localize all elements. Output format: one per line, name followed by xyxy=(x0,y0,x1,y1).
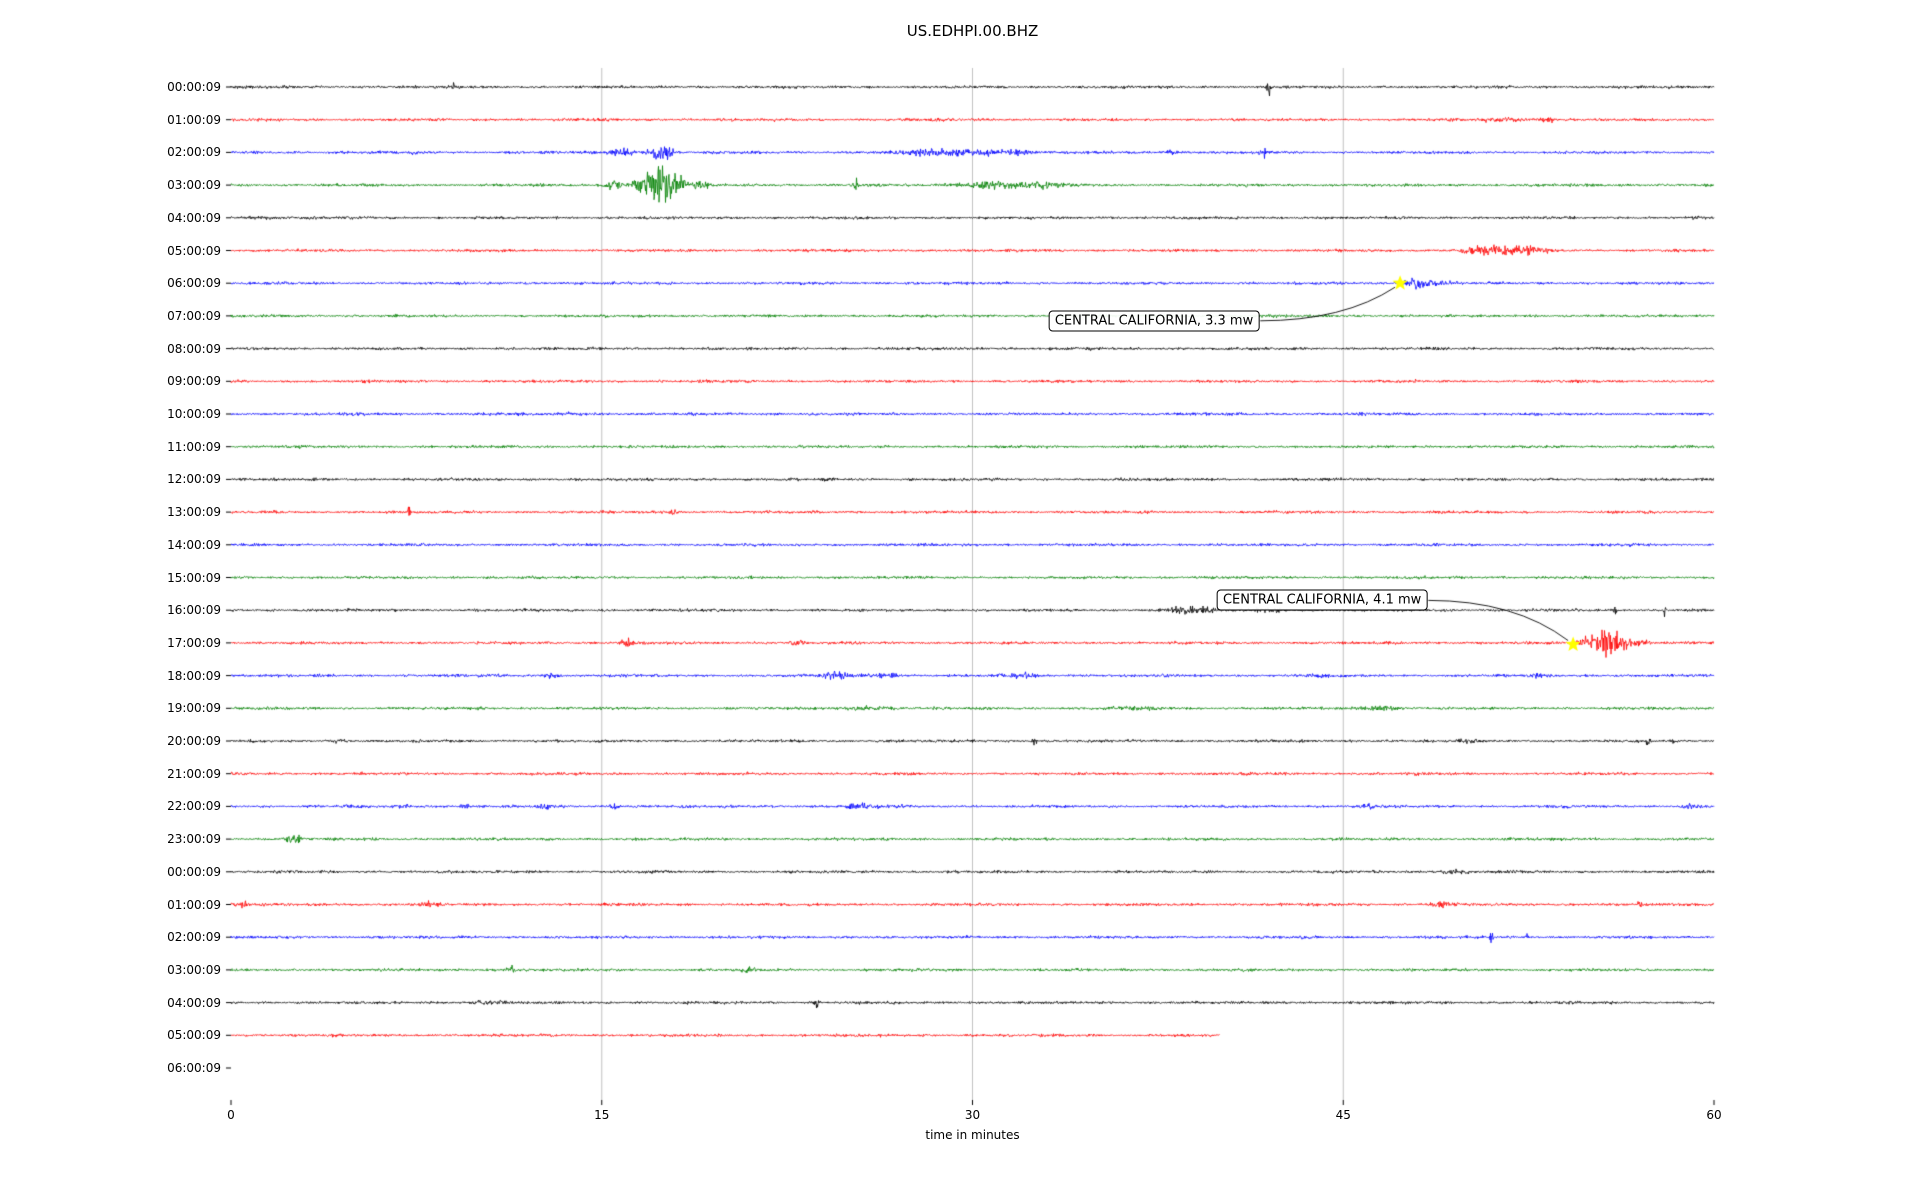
y-tick-label: 11:00:09 xyxy=(167,439,221,454)
y-tick-label: 12:00:09 xyxy=(167,472,221,487)
y-tick-label: 14:00:09 xyxy=(167,537,221,552)
y-tick-label: 03:00:09 xyxy=(167,962,221,977)
y-tick-label: 00:00:09 xyxy=(167,864,221,879)
annotation-box-event-1: CENTRAL CALIFORNIA, 3.3 mw xyxy=(1048,310,1260,332)
y-tick-label: 10:00:09 xyxy=(167,407,221,421)
y-tick-label: 04:00:09 xyxy=(167,995,221,1010)
y-tick-label: 20:00:09 xyxy=(167,734,221,748)
y-tick-label: 07:00:09 xyxy=(167,308,221,323)
y-tick-label: 02:00:09 xyxy=(167,930,221,945)
y-tick-label: 23:00:09 xyxy=(167,832,221,847)
y-tick-label: 05:00:09 xyxy=(167,243,221,258)
x-tick-label: 60 xyxy=(1706,1108,1722,1122)
y-tick-label: 08:00:09 xyxy=(167,341,221,356)
y-tick-label: 13:00:09 xyxy=(167,505,221,520)
x-axis-title: time in minutes xyxy=(925,1128,1020,1142)
x-tick-label: 15 xyxy=(594,1108,610,1122)
y-tick-label: 05:00:09 xyxy=(167,1028,221,1043)
y-tick-label: 09:00:09 xyxy=(167,374,221,389)
y-tick-label: 18:00:09 xyxy=(167,668,221,683)
y-tick-label: 00:00:09 xyxy=(167,80,221,94)
y-tick-label: 17:00:09 xyxy=(167,635,221,650)
y-tick-label: 16:00:09 xyxy=(167,603,221,618)
y-tick-label: 04:00:09 xyxy=(167,210,221,225)
x-tick-label: 45 xyxy=(1335,1108,1351,1122)
annotation-box-event-2: CENTRAL CALIFORNIA, 4.1 mw xyxy=(1216,589,1428,611)
y-tick-label: 01:00:09 xyxy=(167,897,221,912)
x-tick-label: 30 xyxy=(964,1108,981,1122)
y-tick-label: 02:00:09 xyxy=(167,145,221,160)
y-tick-label: 22:00:09 xyxy=(167,799,221,814)
y-tick-label: 21:00:09 xyxy=(167,766,221,781)
y-tick-label: 01:00:09 xyxy=(167,112,221,127)
y-tick-label: 06:00:09 xyxy=(167,1061,221,1075)
y-tick-label: 06:00:09 xyxy=(167,276,221,291)
x-tick-label: 0 xyxy=(227,1108,235,1122)
y-tick-label: 03:00:09 xyxy=(167,178,221,193)
y-tick-label: 19:00:09 xyxy=(167,701,221,716)
y-tick-label: 15:00:09 xyxy=(167,570,221,585)
